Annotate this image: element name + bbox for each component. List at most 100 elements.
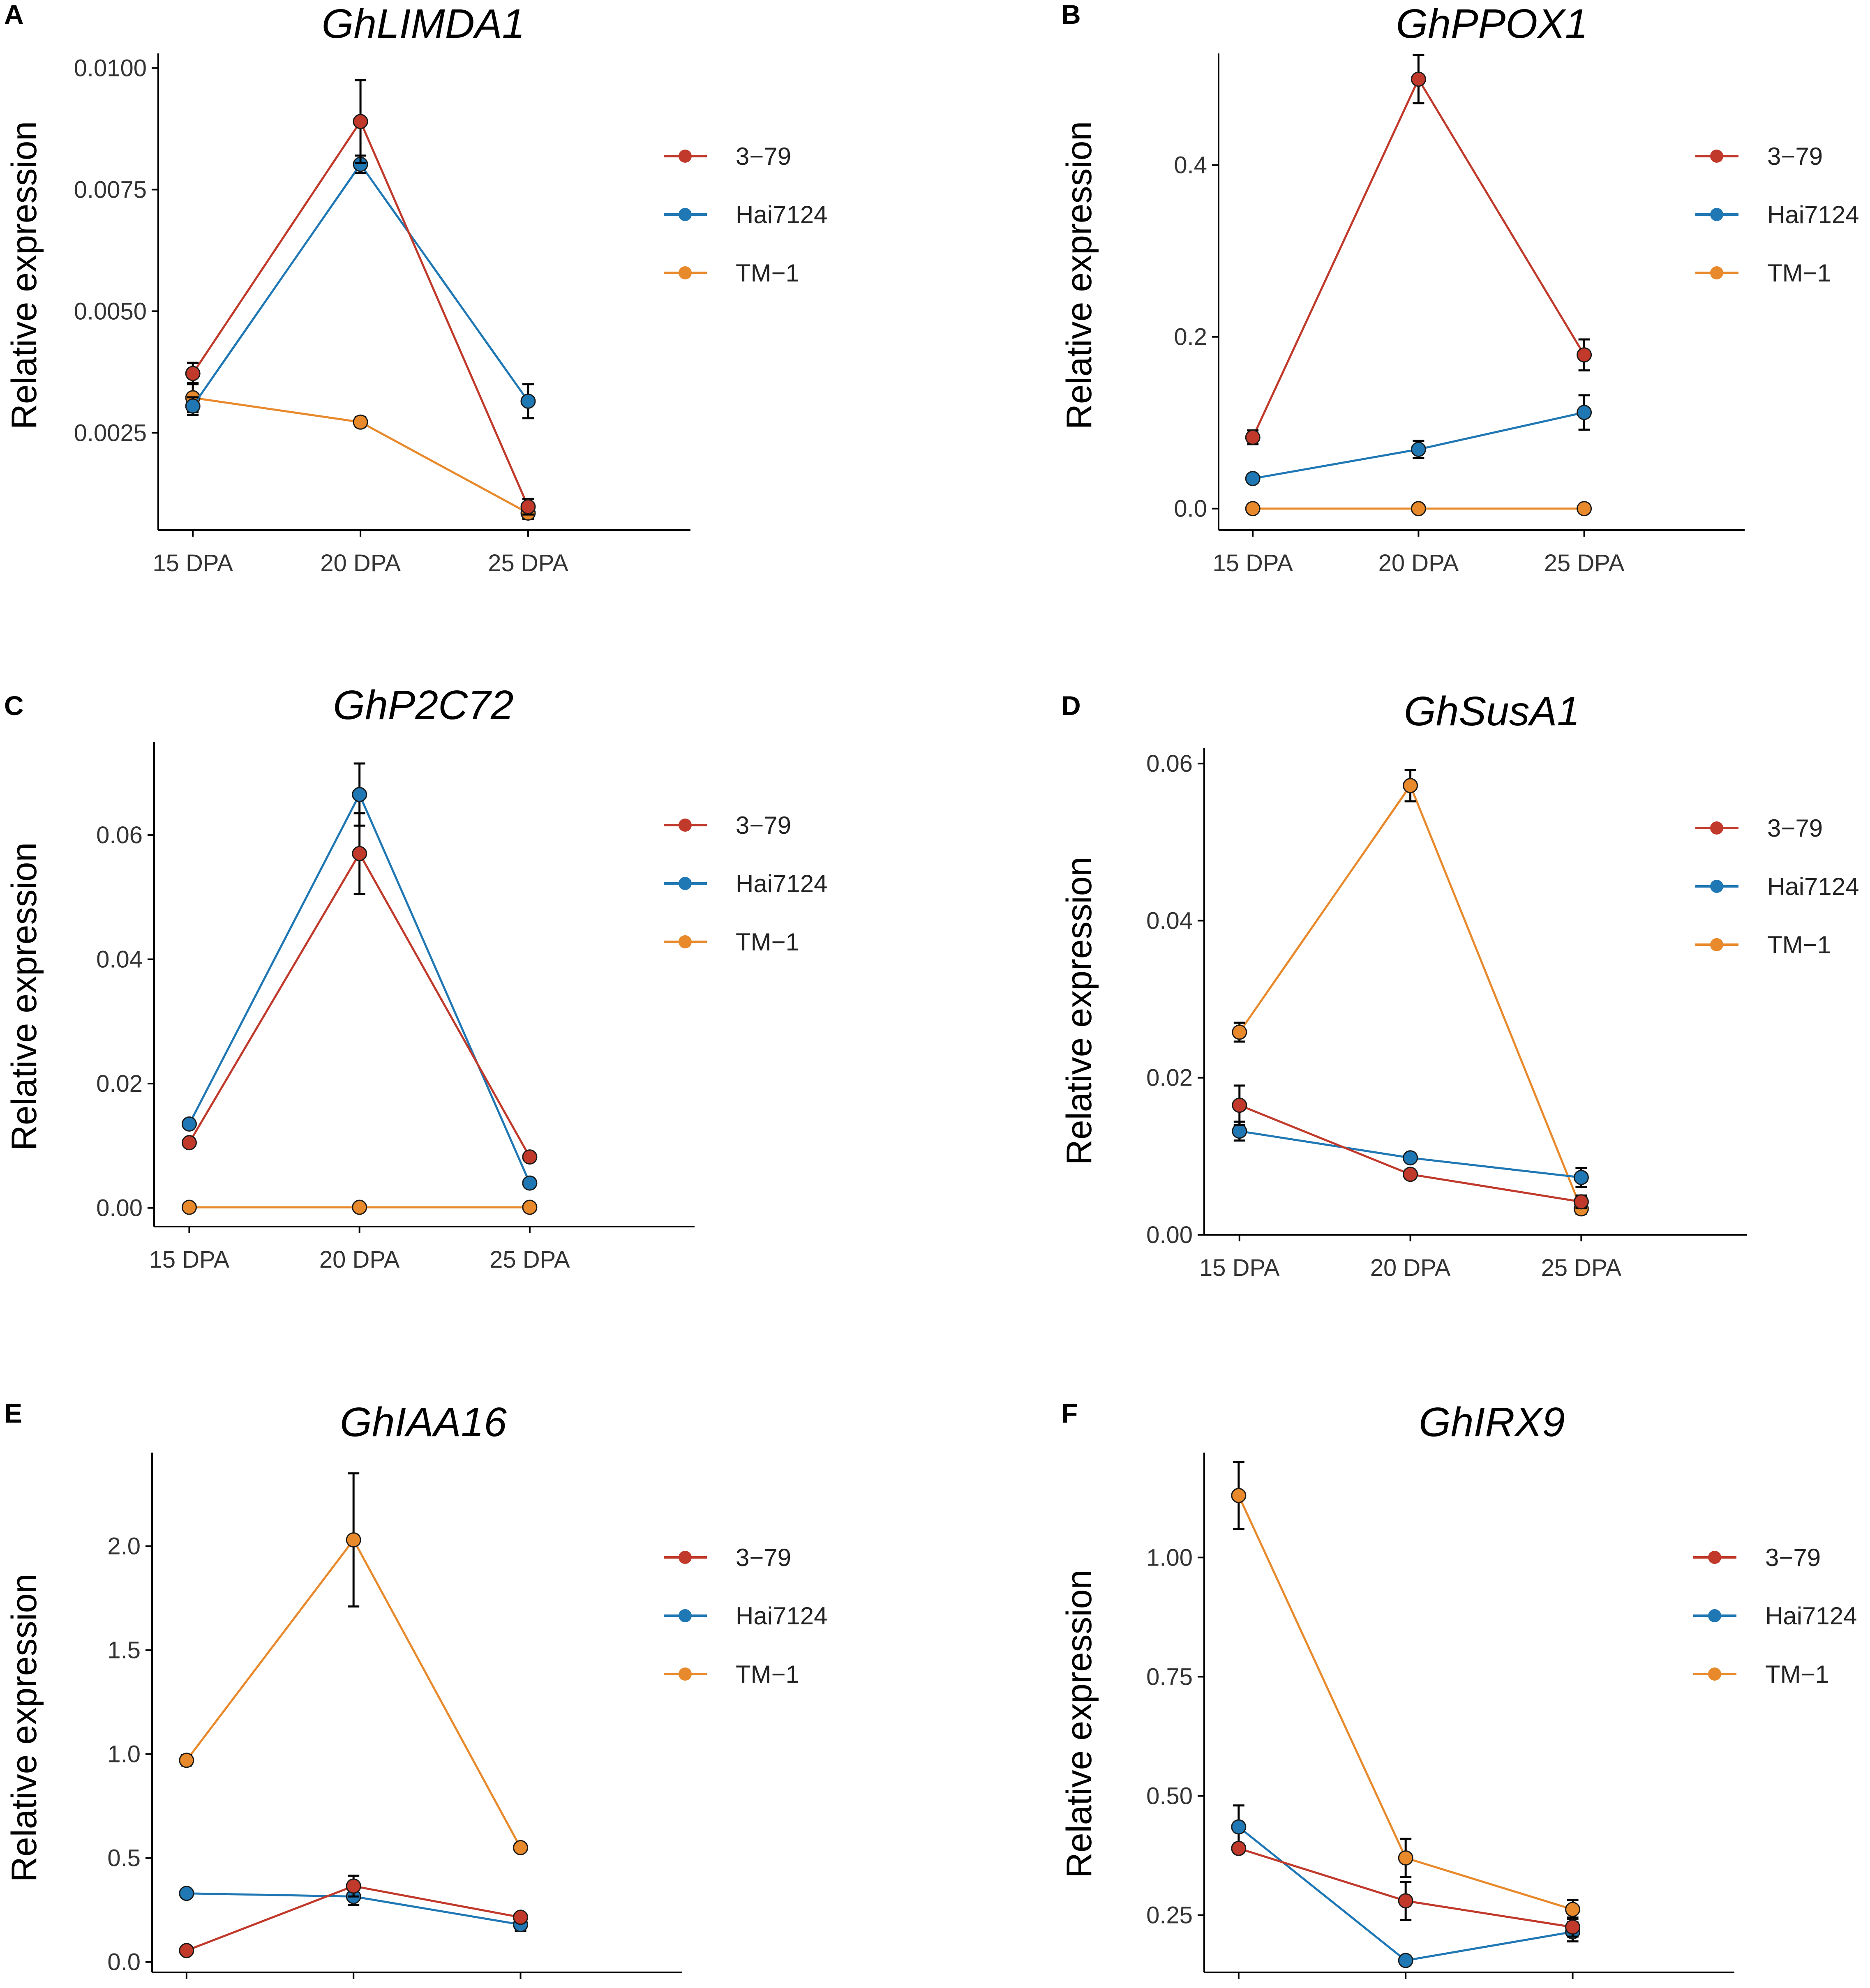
data-point bbox=[353, 414, 368, 430]
legend-swatch-point bbox=[679, 1667, 692, 1681]
x-tick-label: 15 DPA bbox=[1199, 1255, 1280, 1281]
series-tm-1 bbox=[181, 1199, 538, 1215]
legend-label: 3−79 bbox=[1767, 143, 1823, 170]
data-point bbox=[513, 1840, 529, 1855]
data-point bbox=[1245, 501, 1261, 517]
data-point bbox=[1398, 1850, 1413, 1866]
data-point bbox=[185, 366, 201, 381]
data-point bbox=[1231, 1819, 1247, 1835]
y-tick-label: 0.75 bbox=[1146, 1663, 1193, 1690]
legend-swatch-point bbox=[1710, 208, 1723, 221]
legend-label: Hai7124 bbox=[1765, 1602, 1857, 1630]
panel-title: GhSusA1 bbox=[1404, 688, 1580, 734]
legend-label: 3−79 bbox=[1767, 814, 1823, 842]
legend: 3−79 Hai7124 TM−1 bbox=[1693, 1544, 1857, 1688]
x-tick-label: 15 DPA bbox=[1212, 550, 1293, 577]
data-point bbox=[346, 1878, 361, 1894]
data-point bbox=[352, 787, 367, 803]
data-point bbox=[179, 1943, 194, 1958]
x-tick-label: 20 DPA bbox=[319, 1246, 400, 1273]
data-point bbox=[1232, 1024, 1247, 1040]
y-tick-label: 0.4 bbox=[1174, 152, 1207, 179]
data-point bbox=[1232, 1123, 1247, 1139]
legend-swatch-point bbox=[679, 1609, 692, 1622]
legend: 3−79 Hai7124 TM−1 bbox=[1695, 143, 1859, 287]
data-point bbox=[520, 393, 536, 409]
data-point bbox=[1565, 1919, 1581, 1935]
y-tick-label: 0.04 bbox=[1146, 907, 1193, 934]
panel-letter: E bbox=[4, 1398, 22, 1428]
panel-title: GhIAA16 bbox=[340, 1399, 507, 1445]
x-tick-label: 25 DPA bbox=[489, 1246, 570, 1273]
y-axis-label: Relative expression bbox=[5, 1574, 44, 1882]
y-axis-label: Relative expression bbox=[1060, 121, 1099, 429]
data-point bbox=[181, 1135, 197, 1151]
legend-label: Hai7124 bbox=[736, 1602, 828, 1630]
series-3-79 bbox=[179, 1875, 529, 1958]
panel-title: GhIRX9 bbox=[1419, 1399, 1565, 1445]
data-point bbox=[352, 846, 367, 861]
y-tick-label: 0.02 bbox=[1146, 1065, 1193, 1091]
legend-label: TM−1 bbox=[736, 928, 799, 956]
data-point bbox=[1232, 1098, 1247, 1113]
panel-f: F GhIRX9 Relative expression 0.25 0.50 0.75 1.… bbox=[1060, 1398, 1857, 1979]
data-point bbox=[352, 1199, 367, 1215]
panel-title: GhPPOX1 bbox=[1396, 1, 1588, 47]
legend-label: Hai7124 bbox=[1767, 873, 1859, 900]
y-tick-label: 0.0 bbox=[107, 1949, 141, 1976]
legend-swatch-point bbox=[1708, 1609, 1721, 1622]
y-tick-label: 0.2 bbox=[1174, 324, 1207, 351]
data-point bbox=[1245, 429, 1261, 445]
legend-swatch-point bbox=[1710, 938, 1723, 951]
x-tick-label: 20 DPA bbox=[1378, 550, 1459, 577]
data-point bbox=[1231, 1488, 1247, 1503]
y-tick-label: 1.00 bbox=[1146, 1544, 1193, 1571]
data-point bbox=[1398, 1893, 1413, 1909]
data-point bbox=[520, 499, 536, 514]
panel-d: D GhSusA1 Relative expression 0.00 0.02 0.04 0… bbox=[1060, 688, 1859, 1281]
x-tick-label: 25 DPA bbox=[1544, 550, 1625, 577]
panel-e: E GhIAA16 Relative expression 0.0 0.5 1.0 1.5 2… bbox=[4, 1398, 828, 1979]
legend-swatch-point bbox=[1710, 150, 1723, 163]
x-tick-label: 15 DPA bbox=[152, 550, 233, 577]
legend-label: 3−79 bbox=[736, 143, 791, 170]
y-tick-label: 0.50 bbox=[1146, 1783, 1193, 1810]
legend-label: 3−79 bbox=[736, 812, 791, 839]
series-3-79 bbox=[181, 812, 538, 1165]
y-tick-label: 0.0 bbox=[1174, 496, 1207, 522]
y-tick-label: 1.0 bbox=[107, 1741, 141, 1768]
data-point bbox=[1411, 501, 1426, 517]
panel-b: B GhPPOX1 Relative expression 0.0 0.2 0.4 15 D… bbox=[1060, 0, 1859, 577]
y-tick-label: 0.0100 bbox=[74, 55, 147, 82]
legend-swatch-point bbox=[1710, 266, 1723, 279]
series-3-79 bbox=[1231, 1840, 1581, 1938]
data-point bbox=[522, 1199, 538, 1215]
data-point bbox=[1565, 1902, 1581, 1917]
series-hai7124 bbox=[1232, 1121, 1589, 1188]
legend-swatch-point bbox=[1708, 1551, 1721, 1564]
x-tick-label: 25 DPA bbox=[1541, 1255, 1622, 1281]
data-point bbox=[353, 114, 368, 129]
panel-letter: C bbox=[4, 690, 24, 721]
data-point bbox=[181, 1199, 197, 1215]
panel-title: GhP2C72 bbox=[333, 682, 513, 728]
data-point bbox=[1231, 1840, 1247, 1856]
y-tick-label: 0.0050 bbox=[74, 298, 147, 325]
legend-label: Hai7124 bbox=[736, 870, 828, 897]
legend-swatch-point bbox=[679, 935, 692, 948]
legend-label: TM−1 bbox=[736, 1661, 799, 1688]
legend-label: TM−1 bbox=[1765, 1661, 1829, 1688]
data-point bbox=[1577, 347, 1592, 363]
legend: 3−79 Hai7124 TM−1 bbox=[664, 812, 828, 956]
legend-swatch-point bbox=[679, 1551, 692, 1564]
legend-swatch-point bbox=[1710, 821, 1723, 835]
x-tick-label: 25 DPA bbox=[488, 550, 568, 577]
y-tick-label: 1.5 bbox=[107, 1637, 141, 1664]
panel-title: GhLIMDA1 bbox=[322, 1, 525, 47]
legend-swatch-point bbox=[1708, 1667, 1721, 1681]
y-tick-label: 0.06 bbox=[1146, 750, 1193, 777]
panel-a: A GhLIMDA1 Relative expression 0.0025 0.0050… bbox=[4, 0, 828, 577]
panel-c: C GhP2C72 Relative expression 0.00 0.02 0.04 0… bbox=[4, 682, 828, 1273]
